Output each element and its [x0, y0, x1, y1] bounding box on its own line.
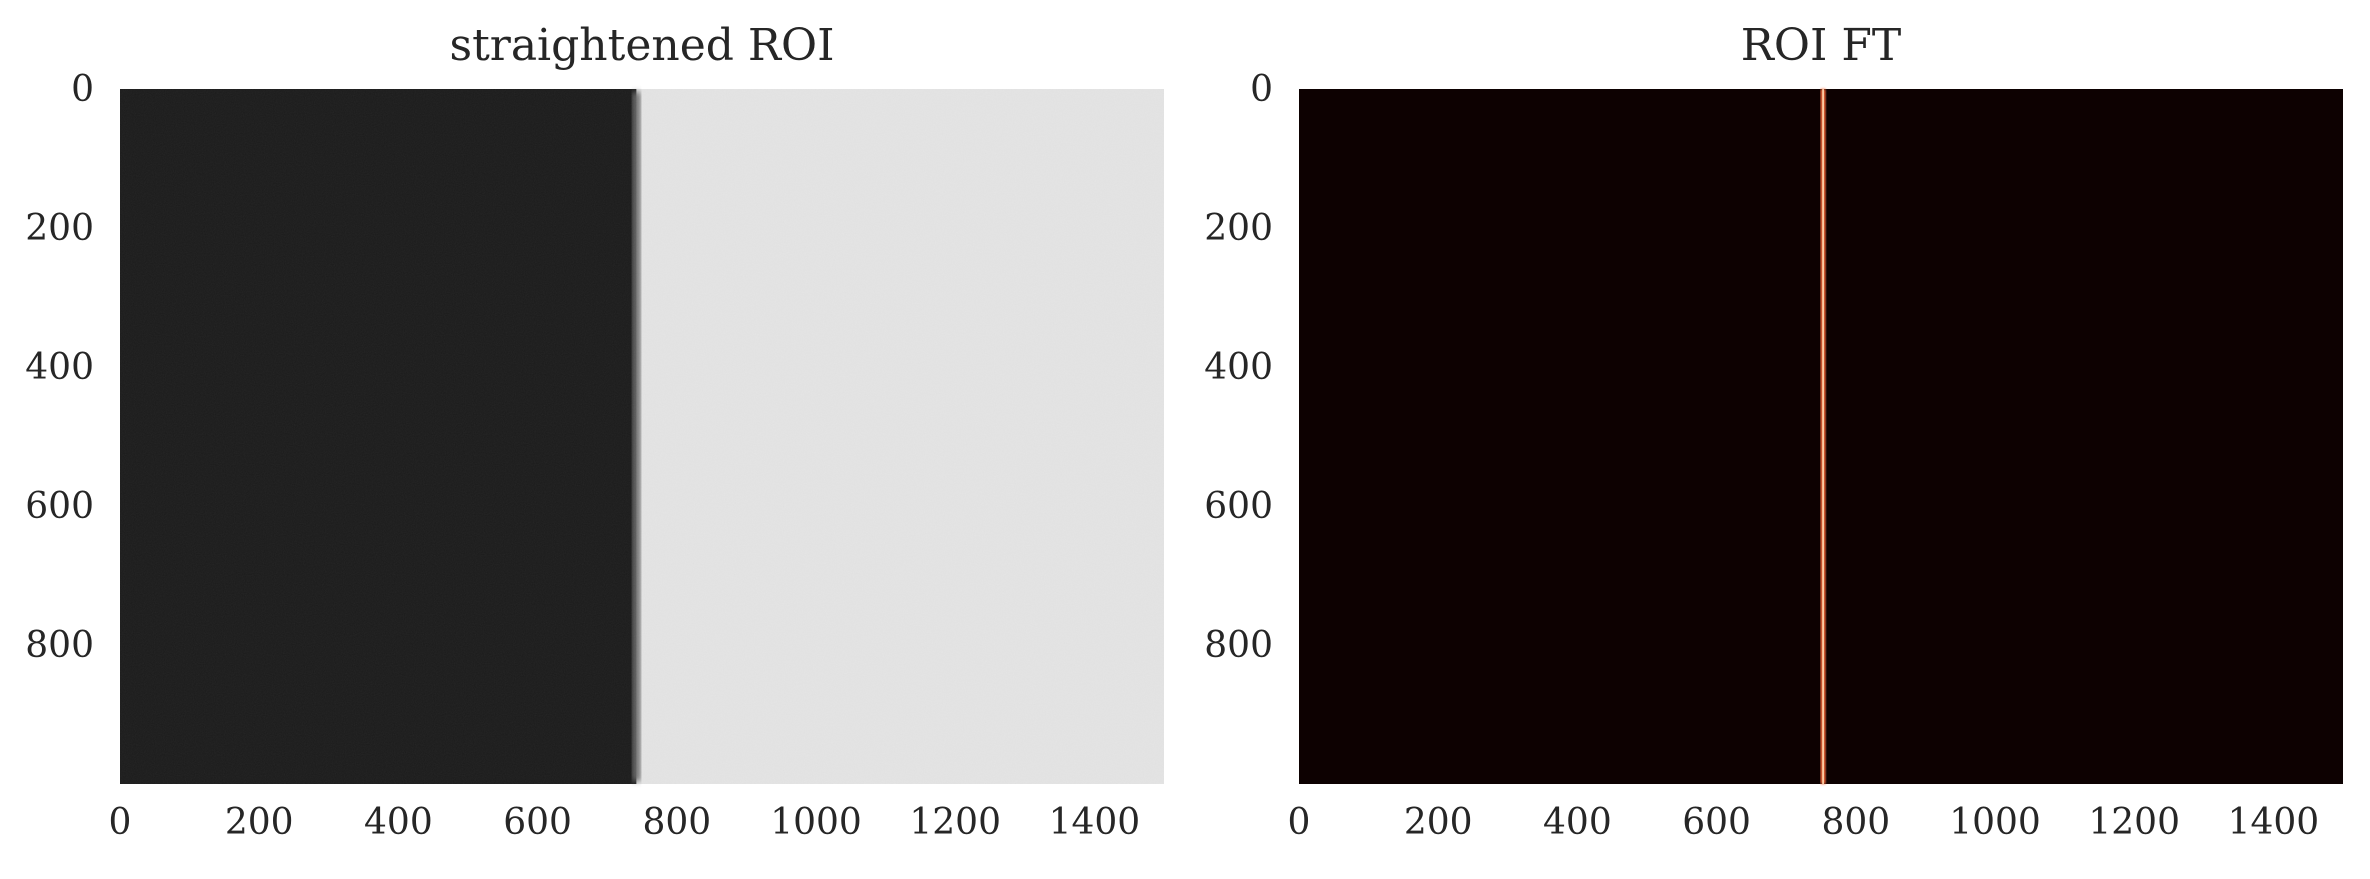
- chart-title: ROI FT: [1741, 20, 1901, 71]
- x-tick-label: 1000: [770, 802, 862, 843]
- x-tick-label: 200: [225, 802, 294, 843]
- ft-line: [1822, 89, 1824, 784]
- panel-straightened-roi: straightened ROI 0 200 400 600 800 1000 1200 14…: [25, 20, 1164, 843]
- x-tick-label: 400: [364, 802, 433, 843]
- y-tick-label: 0: [1250, 69, 1273, 110]
- y-tick-label: 400: [1204, 347, 1273, 388]
- x-tick-label: 800: [642, 802, 711, 843]
- panel-roi-ft: ROI FT 0 200 400 600 800 1000 1200 1400 0 200 400…: [1204, 20, 2343, 843]
- x-tick-label: 0: [1288, 802, 1311, 843]
- y-tick-label: 400: [25, 347, 94, 388]
- x-tick-label: 600: [1682, 802, 1751, 843]
- x-tick-label: 1200: [909, 802, 1001, 843]
- texture-noise: [120, 89, 1164, 784]
- x-axis-ticks: 0 200 400 600 800 1000 1200 1400: [1288, 802, 2320, 843]
- x-tick-label: 1400: [2228, 802, 2320, 843]
- image-area: [1299, 89, 2343, 784]
- x-tick-label: 1200: [2088, 802, 2180, 843]
- x-tick-label: 800: [1821, 802, 1890, 843]
- y-tick-label: 0: [71, 69, 94, 110]
- x-tick-label: 400: [1543, 802, 1612, 843]
- y-tick-label: 800: [25, 625, 94, 666]
- x-tick-label: 600: [503, 802, 572, 843]
- chart-title: straightened ROI: [450, 20, 835, 71]
- y-tick-label: 200: [25, 208, 94, 249]
- y-tick-label: 200: [1204, 208, 1273, 249]
- x-tick-label: 0: [109, 802, 132, 843]
- x-tick-label: 200: [1404, 802, 1473, 843]
- image-area: [120, 89, 1164, 784]
- y-tick-label: 600: [25, 486, 94, 527]
- y-axis-ticks: 0 200 400 600 800: [1204, 69, 1273, 666]
- x-tick-label: 1400: [1049, 802, 1141, 843]
- x-tick-label: 1000: [1949, 802, 2041, 843]
- y-tick-label: 800: [1204, 625, 1273, 666]
- x-axis-ticks: 0 200 400 600 800 1000 1200 1400: [109, 802, 1141, 843]
- y-axis-ticks: 0 200 400 600 800: [25, 69, 94, 666]
- y-tick-label: 600: [1204, 486, 1273, 527]
